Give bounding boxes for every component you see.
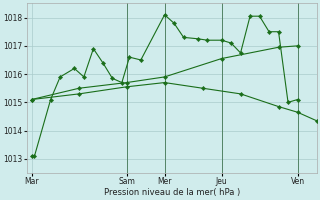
X-axis label: Pression niveau de la mer( hPa ): Pression niveau de la mer( hPa ) bbox=[104, 188, 240, 197]
